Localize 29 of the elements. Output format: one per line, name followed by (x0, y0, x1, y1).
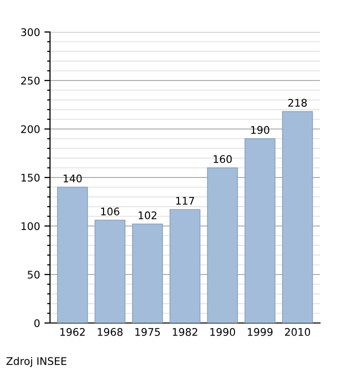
bar (207, 167, 238, 323)
y-tick-label: 150 (22, 174, 40, 182)
data-label: 218 (288, 98, 307, 107)
data-label: 140 (64, 174, 82, 182)
y-tick-label: 250 (21, 76, 40, 85)
x-tick-label: 1975 (135, 328, 160, 336)
y-tick-label: 50 (28, 270, 40, 279)
x-tick-label: 2010 (285, 328, 310, 336)
data-label: 190 (251, 126, 270, 134)
bar (170, 209, 200, 323)
x-tick-label: 1999 (248, 328, 273, 336)
y-tick-label: 0 (34, 319, 40, 328)
data-label: 106 (101, 208, 120, 216)
data-label: 102 (138, 211, 156, 220)
y-tick-label: 200 (21, 125, 40, 134)
data-label: 160 (214, 155, 232, 164)
y-tick-label: 300 (21, 28, 40, 36)
x-tick-label: 1962 (60, 328, 85, 336)
x-tick-label: 1990 (210, 328, 236, 336)
text: Zdroj INSEE (6, 356, 66, 368)
bar (94, 220, 126, 323)
bar (244, 138, 276, 323)
bar (132, 224, 163, 323)
data-label: 117 (176, 196, 194, 205)
x-tick-label: 1982 (172, 328, 198, 336)
y-tick-label: 100 (22, 222, 40, 230)
bar (282, 111, 313, 323)
x-tick-label: 1968 (98, 328, 123, 336)
bar (57, 186, 88, 323)
